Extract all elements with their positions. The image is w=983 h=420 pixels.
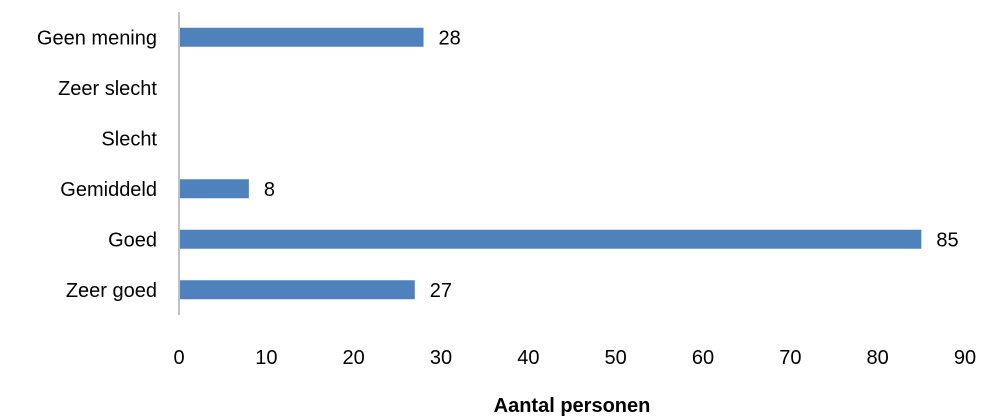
data-label-zeer-goed: 27: [430, 280, 452, 302]
x-tick-label: 40: [517, 347, 539, 369]
x-tick-label: 90: [954, 347, 976, 369]
x-tick-label: 10: [255, 347, 277, 369]
category-label-geen-mening: Geen mening: [37, 27, 157, 49]
data-label-geen-mening: 28: [439, 27, 461, 49]
bars-group: [180, 27, 922, 300]
x-tick-labels: 0 10 20 30 40 50 60 70 80 90: [173, 347, 976, 369]
data-label-goed: 85: [936, 229, 958, 251]
x-axis-title: Aantal personen: [494, 395, 651, 417]
bar-gemiddeld: [180, 179, 249, 199]
category-label-gemiddeld: Gemiddeld: [60, 179, 157, 201]
x-tick-label: 20: [343, 347, 365, 369]
x-tick-label: 30: [430, 347, 452, 369]
category-label-slecht: Slecht: [101, 128, 157, 150]
category-label-zeer-goed: Zeer goed: [66, 280, 157, 302]
bar-zeer-goed: [180, 280, 415, 300]
x-tick-label: 60: [692, 347, 714, 369]
category-labels: Geen mening Zeer slecht Slecht Gemiddeld Goe…: [37, 27, 158, 302]
x-tick-label: 80: [867, 347, 889, 369]
x-tick-label: 50: [605, 347, 627, 369]
x-tick-label: 0: [173, 347, 184, 369]
category-label-goed: Goed: [108, 229, 157, 251]
bar-goed: [180, 229, 922, 249]
data-label-gemiddeld: 8: [264, 179, 275, 201]
category-label-zeer-slecht: Zeer slecht: [58, 78, 157, 100]
data-labels: 28 8 85 27: [264, 27, 959, 302]
bar-geen-mening: [180, 27, 424, 47]
x-tick-label: 70: [779, 347, 801, 369]
